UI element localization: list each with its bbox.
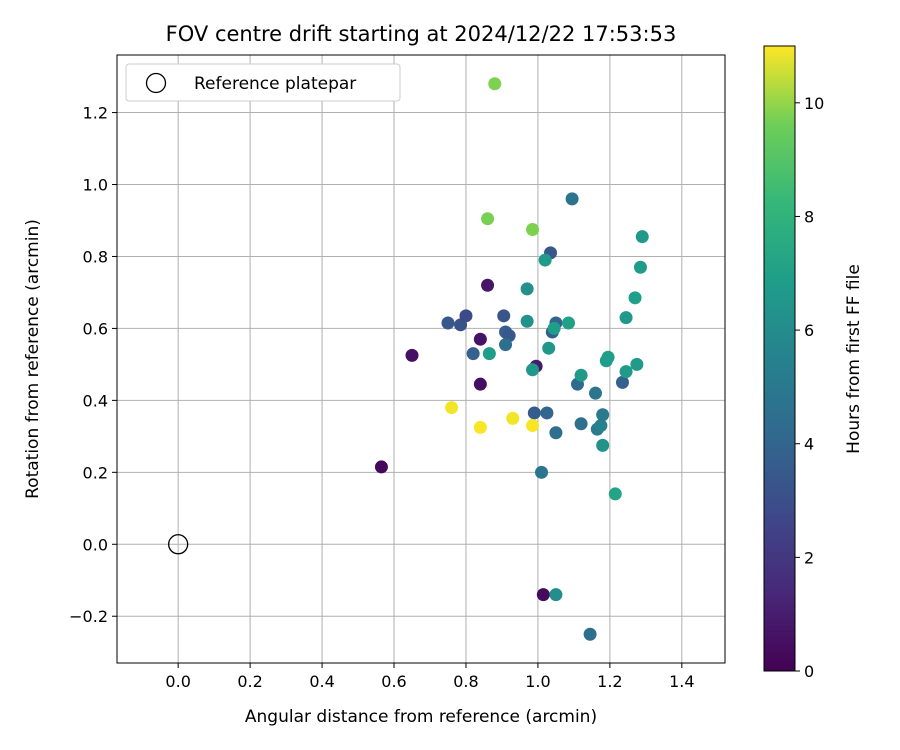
data-point [473, 420, 487, 434]
data-points [374, 77, 649, 641]
x-tick-label: 0.0 [165, 672, 190, 691]
legend-reference-marker [145, 72, 167, 94]
colorbar: 0 2 4 6 8 10 Hours from first FF file [763, 45, 864, 681]
colorbar-tick-label: 0 [804, 662, 814, 681]
y-axis-label: Rotation from reference (arcmin) [23, 219, 43, 499]
data-point [466, 347, 480, 361]
data-point [583, 627, 597, 641]
data-point [488, 77, 502, 91]
data-point [535, 465, 549, 479]
data-point [547, 321, 561, 335]
data-point [635, 230, 649, 244]
legend-label: Reference platepar [194, 74, 356, 94]
data-point [520, 282, 534, 296]
data-point [499, 338, 513, 352]
data-point [540, 406, 554, 420]
y-tick-label: 0.2 [83, 463, 108, 482]
data-point [536, 588, 550, 602]
data-point [601, 350, 615, 364]
colorbar-tick-label: 10 [804, 94, 824, 113]
reference-point [168, 534, 189, 555]
colorbar-tick-label: 4 [804, 435, 814, 454]
y-tick-label: 0.6 [83, 319, 108, 338]
x-axis-label: Angular distance from reference (arcmin) [245, 707, 597, 727]
data-point [473, 377, 487, 391]
data-point [596, 438, 610, 452]
colorbar-label: Hours from first FF file [844, 264, 864, 454]
data-point [405, 348, 419, 362]
data-point [441, 316, 455, 330]
x-tick-label: 0.6 [381, 672, 406, 691]
plot-area [117, 55, 725, 663]
legend: Reference platepar [125, 63, 401, 102]
x-tick-label: 0.2 [237, 672, 262, 691]
data-point [596, 408, 610, 422]
data-point [549, 426, 563, 440]
colorbar-tick-label: 2 [804, 548, 814, 567]
x-tick-label: 1.2 [597, 672, 622, 691]
data-point [619, 365, 633, 379]
data-point [482, 347, 496, 361]
x-tick-label: 1.0 [525, 672, 550, 691]
y-tick-label: 1.2 [83, 104, 108, 123]
y-tick-label: 0.0 [83, 535, 108, 554]
data-point [565, 192, 579, 206]
y-axis-ticks: −0.2 0.0 0.2 0.4 0.6 0.8 1.0 1.2 [69, 104, 117, 626]
y-tick-label: 1.0 [83, 176, 108, 195]
data-point [542, 341, 556, 355]
data-point [549, 588, 563, 602]
data-point [633, 260, 647, 274]
x-tick-label: 0.8 [453, 672, 478, 691]
data-point [459, 309, 473, 323]
data-point [594, 419, 608, 433]
data-point [538, 253, 552, 267]
data-point [615, 375, 629, 389]
data-point [526, 222, 540, 236]
x-tick-label: 0.4 [309, 672, 334, 691]
data-point [473, 332, 487, 346]
data-point [481, 278, 495, 292]
data-point [526, 363, 540, 377]
x-axis-ticks: 0.0 0.2 0.4 0.6 0.8 1.0 1.2 1.4 [165, 663, 695, 691]
y-tick-label: −0.2 [69, 607, 108, 626]
data-point [630, 357, 644, 371]
data-point [497, 309, 511, 323]
reference-marker [168, 534, 189, 555]
x-tick-label: 1.4 [669, 672, 694, 691]
data-point [628, 291, 642, 305]
data-point [520, 314, 534, 328]
data-point [562, 316, 576, 330]
y-tick-label: 0.4 [83, 391, 108, 410]
data-point [506, 411, 520, 425]
data-point [588, 386, 602, 400]
data-point [481, 212, 495, 226]
colorbar-ticks: 0 2 4 6 8 10 [795, 94, 824, 681]
data-point [526, 419, 540, 433]
data-point [445, 401, 459, 415]
colorbar-gradient [763, 45, 796, 672]
chart-title: FOV centre drift starting at 2024/12/22 … [166, 22, 677, 46]
colorbar-tick-label: 6 [804, 321, 814, 340]
data-point [608, 487, 622, 501]
colorbar-tick-label: 8 [804, 207, 814, 226]
plot-frame [116, 54, 726, 664]
data-point [527, 406, 541, 420]
y-tick-label: 0.8 [83, 247, 108, 266]
data-point [374, 460, 388, 474]
data-point [619, 311, 633, 325]
grid-lines [117, 55, 725, 663]
data-point [574, 368, 588, 382]
data-point [574, 417, 588, 431]
legend-box [125, 63, 401, 102]
